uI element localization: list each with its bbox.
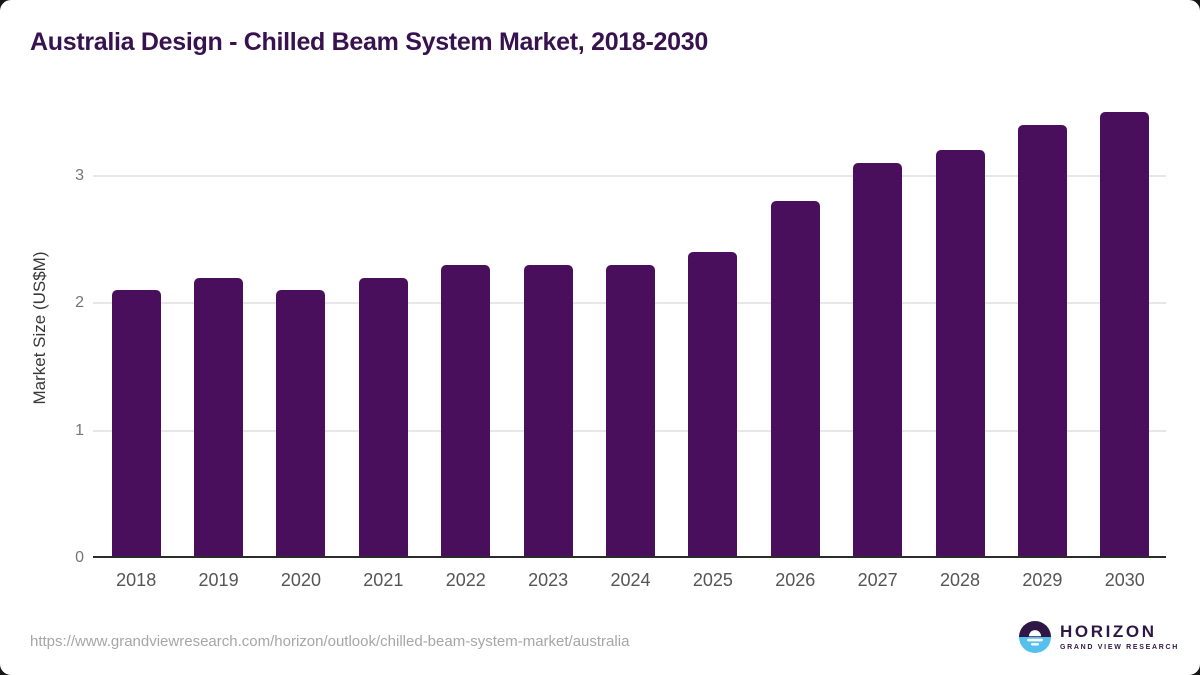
- bar-2026: [770, 201, 820, 558]
- bar-2029: [1017, 124, 1067, 558]
- bar-2027: [853, 162, 903, 558]
- bar-2020: [276, 290, 326, 558]
- logo-text: HORIZON GRAND VIEW RESEARCH: [1060, 621, 1180, 652]
- y-axis: 0 1 2 3: [50, 99, 84, 567]
- x-tick-label-2027: 2027: [857, 570, 898, 590]
- source-url: https://www.grandviewresearch.com/horizo…: [30, 633, 630, 650]
- sunset-circle-icon: [1019, 621, 1051, 653]
- x-tick-label-2021: 2021: [363, 570, 404, 590]
- x-tick-label-2023: 2023: [528, 570, 569, 590]
- bar-2028: [935, 150, 985, 558]
- plot-area: [93, 99, 1166, 558]
- x-axis: 2018 2019 2020 2021 2022 2023 2024 2025 2026 2027…: [95, 568, 1166, 592]
- chart-title: Australia Design - Chilled Beam System M…: [30, 28, 708, 56]
- bar-2018: [111, 290, 161, 558]
- x-tick-label-2018: 2018: [116, 570, 157, 590]
- gridline-y3: [93, 174, 1166, 177]
- x-tick-label-2022: 2022: [445, 570, 486, 590]
- logo-name: HORIZON: [1060, 621, 1157, 641]
- bar-2030: [1100, 111, 1150, 558]
- x-tick-label-2024: 2024: [610, 570, 651, 590]
- x-tick-label-2019: 2019: [198, 570, 239, 590]
- y-tick-label-2: 2: [75, 294, 84, 311]
- y-tick-label-1: 1: [75, 421, 84, 439]
- y-tick-label-3: 3: [75, 166, 84, 184]
- x-tick-label-2029: 2029: [1022, 570, 1063, 590]
- x-tick-label-2026: 2026: [775, 570, 816, 590]
- x-tick-label-2028: 2028: [940, 570, 981, 590]
- logo-subtitle: GRAND VIEW RESEARCH: [1060, 643, 1180, 651]
- bar-2019: [194, 277, 244, 558]
- bar-2022: [441, 264, 491, 558]
- x-axis-line: [93, 556, 1166, 558]
- x-tick-label-2025: 2025: [692, 570, 733, 590]
- x-tick-label-2020: 2020: [280, 570, 321, 590]
- bar-2023: [523, 264, 573, 558]
- bar-2025: [688, 252, 738, 558]
- y-axis-title: Market Size (US$M): [30, 251, 49, 405]
- x-tick-label-2030: 2030: [1104, 570, 1145, 590]
- y-tick-label-0: 0: [75, 549, 84, 566]
- horizon-logo: HORIZON GRAND VIEW RESEARCH: [1019, 621, 1179, 653]
- bar-2021: [358, 277, 408, 558]
- bar-2024: [606, 264, 655, 558]
